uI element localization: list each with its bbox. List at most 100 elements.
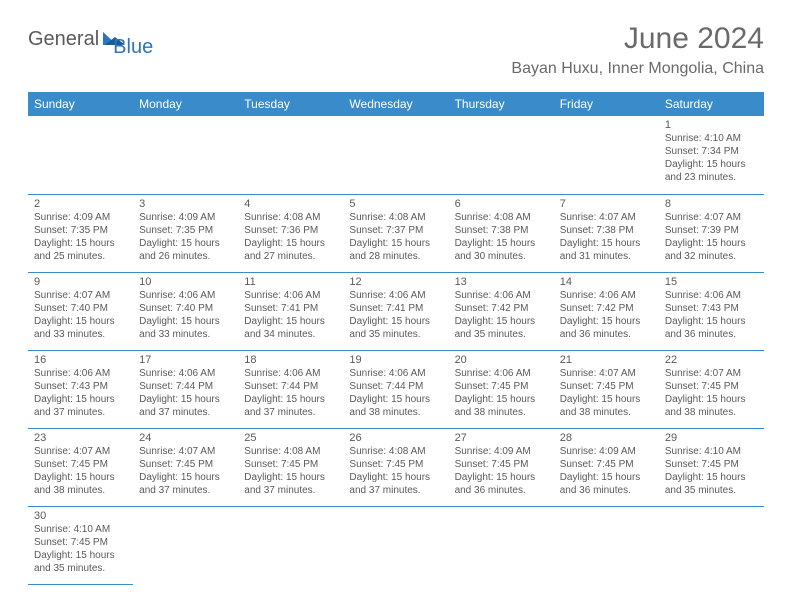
calendar-body: 1Sunrise: 4:10 AMSunset: 7:34 PMDaylight… <box>28 116 764 584</box>
daylight-line: Daylight: 15 hours and 37 minutes. <box>34 393 127 419</box>
daylight-line: Daylight: 15 hours and 26 minutes. <box>139 237 232 263</box>
calendar-cell-empty <box>343 506 448 584</box>
calendar-row: 1Sunrise: 4:10 AMSunset: 7:34 PMDaylight… <box>28 116 764 194</box>
daylight-line: Daylight: 15 hours and 36 minutes. <box>560 471 653 497</box>
sunrise-line: Sunrise: 4:07 AM <box>665 211 758 224</box>
day-number: 5 <box>349 198 442 210</box>
day-number: 18 <box>244 354 337 366</box>
calendar-cell: 27Sunrise: 4:09 AMSunset: 7:45 PMDayligh… <box>449 428 554 506</box>
sunrise-line: Sunrise: 4:08 AM <box>244 445 337 458</box>
sunrise-line: Sunrise: 4:10 AM <box>665 132 758 145</box>
sunset-line: Sunset: 7:45 PM <box>139 458 232 471</box>
calendar-cell-empty <box>133 116 238 194</box>
sunrise-line: Sunrise: 4:06 AM <box>349 289 442 302</box>
daylight-line: Daylight: 15 hours and 37 minutes. <box>349 471 442 497</box>
sunset-line: Sunset: 7:38 PM <box>455 224 548 237</box>
daylight-line: Daylight: 15 hours and 38 minutes. <box>665 393 758 419</box>
calendar-cell-empty <box>28 116 133 194</box>
day-header: Saturday <box>659 92 764 116</box>
sunrise-line: Sunrise: 4:10 AM <box>34 523 127 536</box>
sunrise-line: Sunrise: 4:09 AM <box>34 211 127 224</box>
day-number: 21 <box>560 354 653 366</box>
sunrise-line: Sunrise: 4:07 AM <box>560 211 653 224</box>
daylight-line: Daylight: 15 hours and 38 minutes. <box>455 393 548 419</box>
sunrise-line: Sunrise: 4:07 AM <box>34 445 127 458</box>
daylight-line: Daylight: 15 hours and 23 minutes. <box>665 158 758 184</box>
sunrise-line: Sunrise: 4:09 AM <box>139 211 232 224</box>
day-number: 22 <box>665 354 758 366</box>
daylight-line: Daylight: 15 hours and 34 minutes. <box>244 315 337 341</box>
calendar-cell: 10Sunrise: 4:06 AMSunset: 7:40 PMDayligh… <box>133 272 238 350</box>
day-header: Friday <box>554 92 659 116</box>
day-number: 11 <box>244 276 337 288</box>
day-number: 14 <box>560 276 653 288</box>
sunrise-line: Sunrise: 4:07 AM <box>34 289 127 302</box>
sunset-line: Sunset: 7:45 PM <box>560 380 653 393</box>
daylight-line: Daylight: 15 hours and 30 minutes. <box>455 237 548 263</box>
sunrise-line: Sunrise: 4:06 AM <box>244 367 337 380</box>
calendar-page: General Blue June 2024 Bayan Huxu, Inner… <box>0 0 792 607</box>
calendar-cell-empty <box>554 506 659 584</box>
daylight-line: Daylight: 15 hours and 33 minutes. <box>34 315 127 341</box>
calendar-cell-empty <box>554 116 659 194</box>
calendar-table: SundayMondayTuesdayWednesdayThursdayFrid… <box>28 92 764 585</box>
calendar-cell: 16Sunrise: 4:06 AMSunset: 7:43 PMDayligh… <box>28 350 133 428</box>
sunrise-line: Sunrise: 4:09 AM <box>455 445 548 458</box>
logo-text-blue: Blue <box>113 36 153 58</box>
day-header: Thursday <box>449 92 554 116</box>
calendar-cell: 2Sunrise: 4:09 AMSunset: 7:35 PMDaylight… <box>28 194 133 272</box>
day-number: 19 <box>349 354 442 366</box>
sunset-line: Sunset: 7:35 PM <box>34 224 127 237</box>
calendar-row: 30Sunrise: 4:10 AMSunset: 7:45 PMDayligh… <box>28 506 764 584</box>
calendar-cell: 23Sunrise: 4:07 AMSunset: 7:45 PMDayligh… <box>28 428 133 506</box>
sunrise-line: Sunrise: 4:06 AM <box>665 289 758 302</box>
calendar-cell: 1Sunrise: 4:10 AMSunset: 7:34 PMDaylight… <box>659 116 764 194</box>
day-number: 17 <box>139 354 232 366</box>
calendar-row: 2Sunrise: 4:09 AMSunset: 7:35 PMDaylight… <box>28 194 764 272</box>
day-number: 26 <box>349 432 442 444</box>
calendar-cell: 15Sunrise: 4:06 AMSunset: 7:43 PMDayligh… <box>659 272 764 350</box>
calendar-cell: 20Sunrise: 4:06 AMSunset: 7:45 PMDayligh… <box>449 350 554 428</box>
day-number: 2 <box>34 198 127 210</box>
sunset-line: Sunset: 7:45 PM <box>34 536 127 549</box>
day-number: 27 <box>455 432 548 444</box>
sunset-line: Sunset: 7:44 PM <box>139 380 232 393</box>
day-number: 29 <box>665 432 758 444</box>
daylight-line: Daylight: 15 hours and 37 minutes. <box>244 393 337 419</box>
calendar-cell-empty <box>133 506 238 584</box>
sunrise-line: Sunrise: 4:06 AM <box>244 289 337 302</box>
month-title: June 2024 <box>511 22 764 56</box>
sunrise-line: Sunrise: 4:09 AM <box>560 445 653 458</box>
daylight-line: Daylight: 15 hours and 28 minutes. <box>349 237 442 263</box>
sunset-line: Sunset: 7:38 PM <box>560 224 653 237</box>
sunset-line: Sunset: 7:45 PM <box>455 458 548 471</box>
daylight-line: Daylight: 15 hours and 25 minutes. <box>34 237 127 263</box>
day-number: 28 <box>560 432 653 444</box>
logo: General Blue <box>28 28 167 51</box>
daylight-line: Daylight: 15 hours and 38 minutes. <box>349 393 442 419</box>
calendar-cell: 7Sunrise: 4:07 AMSunset: 7:38 PMDaylight… <box>554 194 659 272</box>
sunset-line: Sunset: 7:40 PM <box>139 302 232 315</box>
day-number: 12 <box>349 276 442 288</box>
daylight-line: Daylight: 15 hours and 27 minutes. <box>244 237 337 263</box>
day-number: 3 <box>139 198 232 210</box>
sunrise-line: Sunrise: 4:06 AM <box>349 367 442 380</box>
day-number: 9 <box>34 276 127 288</box>
sunrise-line: Sunrise: 4:06 AM <box>139 289 232 302</box>
daylight-line: Daylight: 15 hours and 37 minutes. <box>139 471 232 497</box>
calendar-cell: 19Sunrise: 4:06 AMSunset: 7:44 PMDayligh… <box>343 350 448 428</box>
calendar-cell: 30Sunrise: 4:10 AMSunset: 7:45 PMDayligh… <box>28 506 133 584</box>
calendar-cell: 26Sunrise: 4:08 AMSunset: 7:45 PMDayligh… <box>343 428 448 506</box>
daylight-line: Daylight: 15 hours and 37 minutes. <box>244 471 337 497</box>
daylight-line: Daylight: 15 hours and 38 minutes. <box>34 471 127 497</box>
sunset-line: Sunset: 7:41 PM <box>349 302 442 315</box>
daylight-line: Daylight: 15 hours and 35 minutes. <box>349 315 442 341</box>
location-text: Bayan Huxu, Inner Mongolia, China <box>511 60 764 78</box>
sunset-line: Sunset: 7:43 PM <box>665 302 758 315</box>
day-number: 1 <box>665 119 758 131</box>
calendar-cell-empty <box>343 116 448 194</box>
calendar-cell: 5Sunrise: 4:08 AMSunset: 7:37 PMDaylight… <box>343 194 448 272</box>
day-number: 25 <box>244 432 337 444</box>
sunset-line: Sunset: 7:37 PM <box>349 224 442 237</box>
calendar-cell: 14Sunrise: 4:06 AMSunset: 7:42 PMDayligh… <box>554 272 659 350</box>
